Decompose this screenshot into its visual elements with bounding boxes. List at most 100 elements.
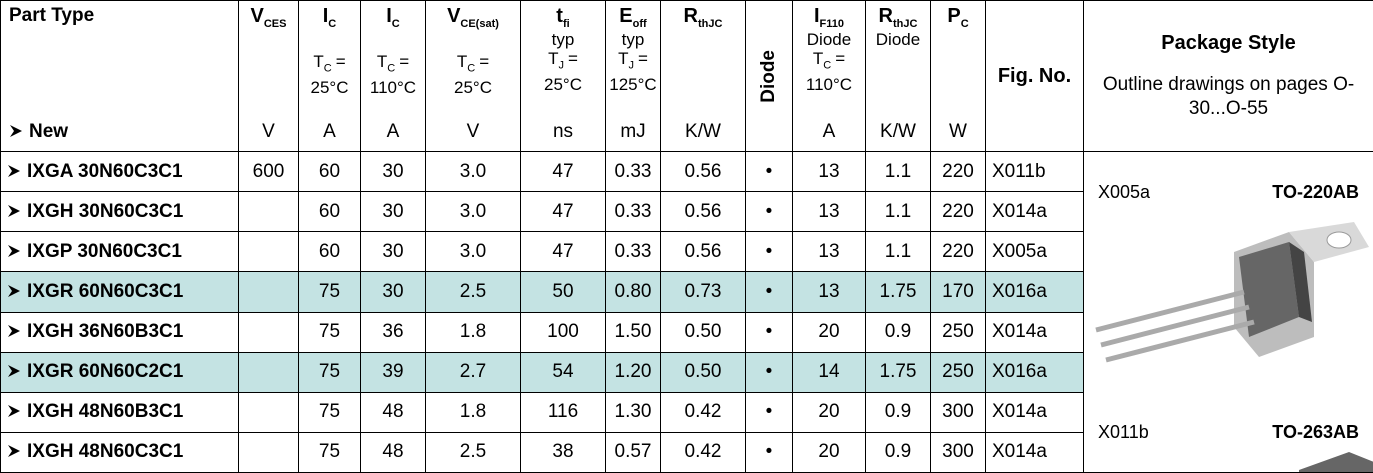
condition-value: 25°C — [454, 78, 492, 98]
header-note: Outline drawings on pages O-30...O-55 — [1102, 73, 1355, 119]
column-header: RthJC K/W — [660, 0, 746, 152]
condition-sub: J — [558, 59, 564, 72]
cell-text: • — [765, 321, 773, 343]
data-cell: 1.50 — [605, 311, 661, 353]
cell-text: 30 — [382, 200, 404, 222]
part-cell: IXGH 48N60C3C1 — [0, 431, 239, 473]
cell-text: X011b — [992, 160, 1046, 182]
column-header: Diode — [745, 0, 793, 152]
header-top: VCES — [239, 5, 298, 30]
cell-text: X016a — [992, 361, 1047, 383]
arrow-shape — [8, 204, 20, 217]
package-fig: X011b — [1098, 422, 1149, 442]
package-cell: X005a TO-220AB X011b TO-263AB — [1083, 151, 1373, 473]
cell-text: 1.1 — [884, 160, 912, 182]
data-cell: 1.75 — [865, 351, 931, 393]
cell-text: 47 — [552, 240, 574, 262]
data-cell: 3.0 — [425, 231, 521, 273]
cell-text: 60 — [318, 200, 341, 222]
cell-text: 75 — [318, 321, 341, 343]
arrow-icon — [8, 325, 20, 338]
cell-text: 75 — [318, 361, 341, 383]
part-cell: IXGH 48N60B3C1 — [0, 391, 239, 433]
cell-text: 170 — [942, 280, 974, 302]
condition-value: 25°C — [544, 75, 582, 95]
data-cell: 2.7 — [425, 351, 521, 393]
header-content: Diode — [746, 1, 792, 147]
data-cell: 0.57 — [605, 431, 661, 473]
package-content: X005a TO-220AB X011b TO-263AB — [1084, 152, 1373, 472]
cell-text: X014a — [992, 321, 1047, 343]
cell-text: 54 — [552, 361, 574, 383]
header-unit: ns — [521, 121, 605, 147]
data-cell: 0.80 — [605, 271, 661, 313]
cell-text: 1.75 — [879, 280, 917, 302]
data-cell: 0.33 — [605, 150, 661, 193]
data-cell: • — [745, 231, 793, 273]
data-cell: 75 — [298, 351, 361, 393]
header-condition: TC = 110°C — [361, 52, 425, 97]
data-cell: 3.0 — [425, 150, 521, 193]
symbol-sub: C — [328, 18, 337, 30]
data-cell: 0.50 — [660, 351, 746, 393]
data-cell: X014a — [985, 311, 1084, 353]
cell-text: 48 — [382, 441, 404, 463]
cell-text: 75 — [318, 441, 341, 463]
data-cell: 0.33 — [605, 191, 661, 233]
cell-text: 0.56 — [684, 200, 722, 222]
header-note: Diode — [806, 30, 852, 49]
header-unit: A — [299, 121, 360, 147]
arrow-shape — [8, 284, 20, 297]
cell-text: 3.0 — [459, 240, 487, 262]
data-cell: 170 — [930, 271, 986, 313]
cell-text: • — [765, 240, 773, 262]
data-cell: 100 — [520, 311, 606, 353]
data-cell — [238, 311, 299, 353]
column-header: IF110 Diode TC = 110°C A — [792, 0, 866, 152]
part-cell: IXGP 30N60C3C1 — [0, 231, 239, 273]
data-cell: 60 — [298, 191, 361, 233]
table-row: IXGH 48N60B3C1 75 48 1.8 116 1.30 0.42 • 20 0.9 30… — [0, 391, 1373, 433]
header-top: PC — [931, 5, 985, 30]
header-top: VCE(sat) TC = 25°C — [426, 5, 520, 97]
data-cell: X005a — [985, 231, 1084, 273]
header-symbol: RthJC — [866, 5, 930, 30]
arrow-icon — [8, 284, 20, 297]
arrow-shape — [8, 164, 20, 177]
cell-text: 0.9 — [884, 401, 912, 423]
unit-text: mJ — [620, 121, 646, 142]
part-cell: IXGR 60N60C3C1 — [0, 271, 239, 313]
data-cell: 1.1 — [865, 150, 931, 193]
lead — [1105, 319, 1255, 363]
header-top: RthJC Diode — [866, 5, 930, 49]
cell-text: • — [765, 200, 773, 222]
package-name: TO-263AB — [1272, 422, 1359, 442]
cell-text: 3.0 — [459, 160, 487, 182]
condition-symbol: T — [376, 52, 388, 71]
header-content: tfi typ TJ = 25°C ns — [521, 1, 605, 147]
condition-sub: C — [467, 62, 476, 75]
unit-text: ns — [552, 121, 574, 142]
data-cell: 0.33 — [605, 231, 661, 273]
body — [1239, 242, 1299, 337]
cell-text: • — [765, 361, 773, 383]
cell-text: 50 — [552, 280, 574, 302]
header-title: Fig. No. — [997, 64, 1072, 87]
symbol-sub: F110 — [819, 18, 845, 30]
unit-text: A — [386, 121, 400, 142]
arrow-icon — [8, 204, 20, 217]
part-number: IXGA 30N60C3C1 — [27, 160, 183, 182]
condition-symbol: T — [548, 49, 559, 68]
cell-text: X005a — [992, 240, 1047, 262]
column-header: IC TC = 110°C A — [360, 0, 426, 152]
cell-text: 39 — [382, 361, 404, 383]
unit-text: A — [323, 121, 336, 142]
header-content: Fig. No. — [986, 1, 1083, 147]
cell-text: 1.50 — [614, 321, 652, 343]
cell-text: 13 — [818, 200, 840, 222]
cell-text: 20 — [818, 401, 840, 423]
symbol: I — [322, 5, 329, 27]
tab-hole — [1326, 231, 1352, 249]
